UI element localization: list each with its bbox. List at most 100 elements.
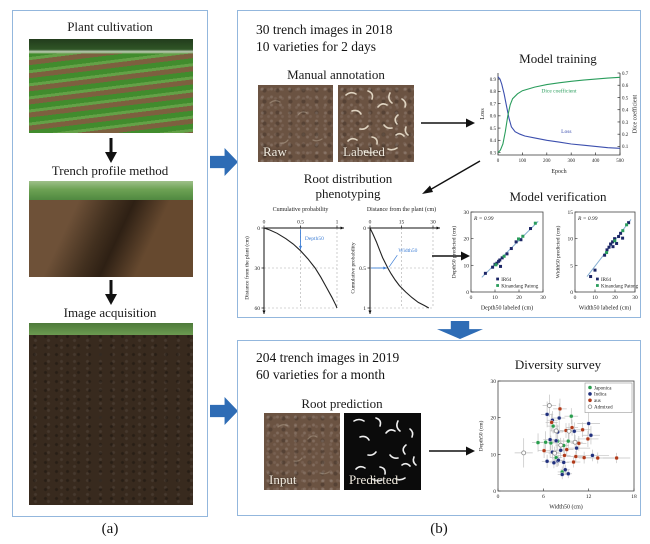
svg-text:Depth50 labeled (cm): Depth50 labeled (cm) — [481, 305, 533, 312]
svg-text:Cumulative probability: Cumulative probability — [351, 242, 357, 293]
svg-text:0: 0 — [570, 290, 573, 296]
svg-text:0.5: 0.5 — [490, 127, 497, 132]
svg-text:12: 12 — [586, 494, 592, 500]
svg-text:300: 300 — [567, 159, 575, 164]
svg-text:Depth50 (cm): Depth50 (cm) — [478, 420, 485, 451]
svg-text:Indica: Indica — [594, 393, 607, 398]
plant-cultivation-photo — [29, 39, 193, 133]
phenotyping-title: Root distribution phenotyping — [258, 171, 438, 201]
svg-text:Dice coefficient: Dice coefficient — [541, 88, 577, 95]
svg-text:0: 0 — [257, 226, 260, 232]
svg-text:20: 20 — [516, 295, 522, 301]
svg-text:30: 30 — [430, 220, 436, 226]
raw-image: Raw — [258, 85, 333, 162]
svg-text:Width50: Width50 — [398, 248, 417, 254]
manual-annotation-title: Manual annotation — [287, 67, 385, 82]
svg-text:0: 0 — [574, 295, 577, 301]
svg-text:200: 200 — [543, 159, 551, 164]
svg-text:100: 100 — [519, 159, 527, 164]
svg-text:0.7: 0.7 — [622, 72, 629, 77]
svg-text:Width50 (cm): Width50 (cm) — [549, 504, 583, 511]
svg-text:0.1: 0.1 — [622, 145, 629, 150]
phenotyping-title-line2: phenotyping — [315, 186, 381, 201]
svg-text:0.8: 0.8 — [490, 90, 497, 95]
svg-text:1: 1 — [336, 220, 339, 226]
predicted-caption: Predicted — [349, 472, 399, 487]
predicted-roots-overlay — [353, 417, 417, 482]
svg-text:Depth50 predicted (cm): Depth50 predicted (cm) — [451, 226, 458, 279]
width50-curve-chart: 0 15 30 0 0.5 1 Distance from the plant (cm) Cu… — [351, 206, 440, 314]
svg-text:0.7: 0.7 — [490, 102, 497, 107]
flow-arrow-right-icon — [210, 397, 238, 425]
depth50-curve-chart: 0 0.5 1 0 30 60 Cumulative probability Distance… — [244, 207, 344, 314]
image-acquisition-photo — [29, 323, 193, 505]
faint-roots-overlay — [277, 424, 330, 475]
model-verification-title: Model verification — [509, 189, 607, 204]
svg-text:Kinandang Patong: Kinandang Patong — [601, 285, 639, 290]
svg-text:0: 0 — [497, 159, 500, 164]
svg-text:30: 30 — [464, 210, 470, 216]
panel-b-label: (b) — [430, 521, 448, 537]
svg-text:0.4: 0.4 — [490, 139, 497, 144]
box-2018-header: 30 trench images in 2018 10 varieties fo… — [256, 21, 392, 55]
panel-a: Plant cultivation Trench profile method … — [12, 10, 208, 517]
svg-text:aus: aus — [594, 399, 601, 404]
svg-text:30: 30 — [491, 379, 497, 385]
input-caption: Input — [269, 472, 297, 487]
svg-text:Distance from the plant (cm): Distance from the plant (cm) — [367, 206, 436, 213]
arrow-prediction-to-diversity-icon — [429, 446, 475, 456]
diversity-survey-chart: 0 6 12 18 0 10 20 30 Width50 (cm) Depth50 (cm) Jap… — [478, 379, 638, 511]
svg-text:5: 5 — [570, 263, 573, 269]
svg-text:R = 0.99: R = 0.99 — [577, 216, 598, 222]
down-arrow-icon — [105, 138, 117, 163]
faint-roots-overlay — [269, 100, 323, 144]
svg-text:0.5: 0.5 — [359, 266, 366, 272]
svg-text:0.2: 0.2 — [622, 133, 629, 138]
svg-text:Epoch: Epoch — [551, 169, 566, 175]
arrow-phenotyping-to-verification-icon — [432, 251, 470, 261]
labeled-caption: Labeled — [343, 144, 385, 159]
raw-caption: Raw — [263, 144, 287, 159]
svg-text:Depth50: Depth50 — [305, 236, 324, 242]
svg-text:60: 60 — [255, 306, 261, 312]
svg-text:0: 0 — [369, 220, 372, 226]
svg-text:Cumulative probability: Cumulative probability — [273, 207, 329, 213]
model-training-title: Model training — [519, 51, 597, 66]
arrow-annotation-to-training-icon — [421, 118, 475, 128]
labeled-image: Labeled — [338, 85, 414, 162]
svg-text:Loss: Loss — [480, 108, 486, 120]
plant-cultivation-title: Plant cultivation — [67, 19, 153, 34]
svg-text:10: 10 — [592, 295, 598, 301]
svg-text:15: 15 — [399, 220, 405, 226]
svg-text:Japonica: Japonica — [594, 386, 612, 391]
verify-depth-chart: 0 10 20 30 0 10 20 30 Depth50 labeled (cm) Depth5… — [451, 210, 547, 312]
svg-text:R = 0.99: R = 0.99 — [473, 216, 494, 222]
svg-text:Kinandang Patong: Kinandang Patong — [501, 285, 539, 290]
image-acquisition-title: Image acquisition — [63, 305, 157, 320]
svg-text:10: 10 — [492, 295, 498, 301]
box-2018-header-line2: 10 varieties for 2 days — [256, 39, 376, 54]
svg-text:0: 0 — [363, 226, 366, 232]
box-2019-header-line2: 60 varieties for a month — [256, 367, 385, 382]
svg-text:0: 0 — [466, 290, 469, 296]
svg-text:18: 18 — [631, 494, 637, 500]
labeled-roots-overlay — [345, 90, 409, 154]
verify-width-chart: 0 10 20 30 0 5 10 15 Width50 labeled (cm) Width50… — [555, 210, 639, 312]
svg-text:6: 6 — [542, 494, 545, 500]
svg-text:10: 10 — [491, 452, 497, 458]
phenotyping-title-line1: Root distribution — [303, 171, 393, 186]
svg-text:Width50 labeled (cm): Width50 labeled (cm) — [579, 305, 631, 312]
trench-profile-title: Trench profile method — [51, 163, 169, 178]
svg-text:500: 500 — [616, 159, 624, 164]
svg-text:30: 30 — [255, 266, 261, 272]
box-2018: 30 trench images in 2018 10 varieties fo… — [237, 10, 641, 318]
svg-text:0.4: 0.4 — [622, 109, 629, 114]
diversity-survey-title: Diversity survey — [514, 357, 602, 372]
svg-text:30: 30 — [540, 295, 546, 301]
svg-text:20: 20 — [612, 295, 618, 301]
svg-text:IR64: IR64 — [601, 278, 612, 283]
svg-text:Admixed: Admixed — [594, 406, 613, 411]
svg-text:0.6: 0.6 — [622, 84, 629, 89]
box-2019: 204 trench images in 2019 60 varieties f… — [237, 340, 641, 516]
